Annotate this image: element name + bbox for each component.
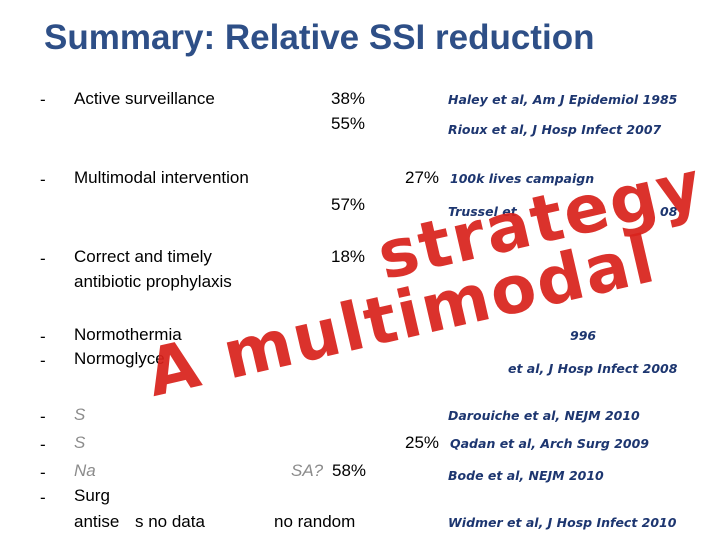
reference-haley: Haley et al, Am J Epidemiol 1985	[448, 92, 678, 107]
bullet-dash: -	[40, 170, 46, 189]
bullet-dash: -	[40, 249, 46, 268]
bullet-dash: -	[40, 351, 46, 370]
bullet-dash: -	[40, 435, 46, 454]
item-partial-nasal: Na	[74, 461, 96, 480]
reference-trussel: Trussel et	[448, 204, 517, 219]
reference-qadan: Qadan et al, Arch Surg 2009	[450, 436, 649, 451]
item-partial-antisepsis-b: s no data	[135, 512, 205, 531]
page-title: Summary: Relative SSI reduction	[44, 18, 595, 57]
item-normothermia: Normothermia	[74, 325, 182, 344]
reference-darouiche: Darouiche et al, NEJM 2010	[448, 408, 640, 423]
item-partial-s2: S	[74, 433, 86, 452]
item-antibiotic-line-1: Correct and timely	[74, 247, 212, 266]
pct-multimodal-1: 27%	[405, 168, 440, 187]
bullet-dash: -	[40, 407, 46, 426]
bullet-dash: -	[40, 463, 46, 482]
item-partial-s1: S	[74, 405, 86, 424]
item-active-surveillance: Active surveillance	[74, 89, 215, 108]
reference-normoglycemia: et al, J Hosp Infect 2008	[508, 361, 678, 376]
pct-multimodal-2: 57%	[331, 195, 366, 214]
reference-widmer: Widmer et al, J Hosp Infect 2010	[448, 515, 677, 530]
reference-rioux: Rioux et al, J Hosp Infect 2007	[448, 122, 662, 137]
pct-surgical: no random	[274, 512, 356, 531]
pct-row-s2: 25%	[405, 433, 440, 452]
pct-active-surveillance-1: 38%	[331, 89, 366, 108]
item-antibiotic-line-2: antibiotic prophylaxis	[74, 272, 232, 291]
reference-trussel-tail: 08	[660, 204, 678, 219]
reference-bode: Bode et al, NEJM 2010	[448, 468, 604, 483]
item-partial-surgical: Surg	[74, 486, 110, 505]
pct-nasal: 58%	[332, 461, 367, 480]
bullet-dash: -	[40, 488, 46, 507]
bullet-dash: -	[40, 90, 46, 109]
item-multimodal-intervention: Multimodal intervention	[74, 168, 249, 187]
pct-antibiotic: 18%	[331, 247, 366, 266]
item-partial-antisepsis-a: antise	[74, 512, 120, 531]
reference-normothermia-tail: 996	[570, 328, 597, 343]
reference-100k-lives: 100k lives campaign	[450, 171, 595, 186]
bullet-dash: -	[40, 327, 46, 346]
item-normoglycemia: Normoglyce	[74, 349, 165, 368]
item-partial-nasal-tail: SA?	[291, 461, 324, 480]
pct-active-surveillance-2: 55%	[331, 114, 366, 133]
